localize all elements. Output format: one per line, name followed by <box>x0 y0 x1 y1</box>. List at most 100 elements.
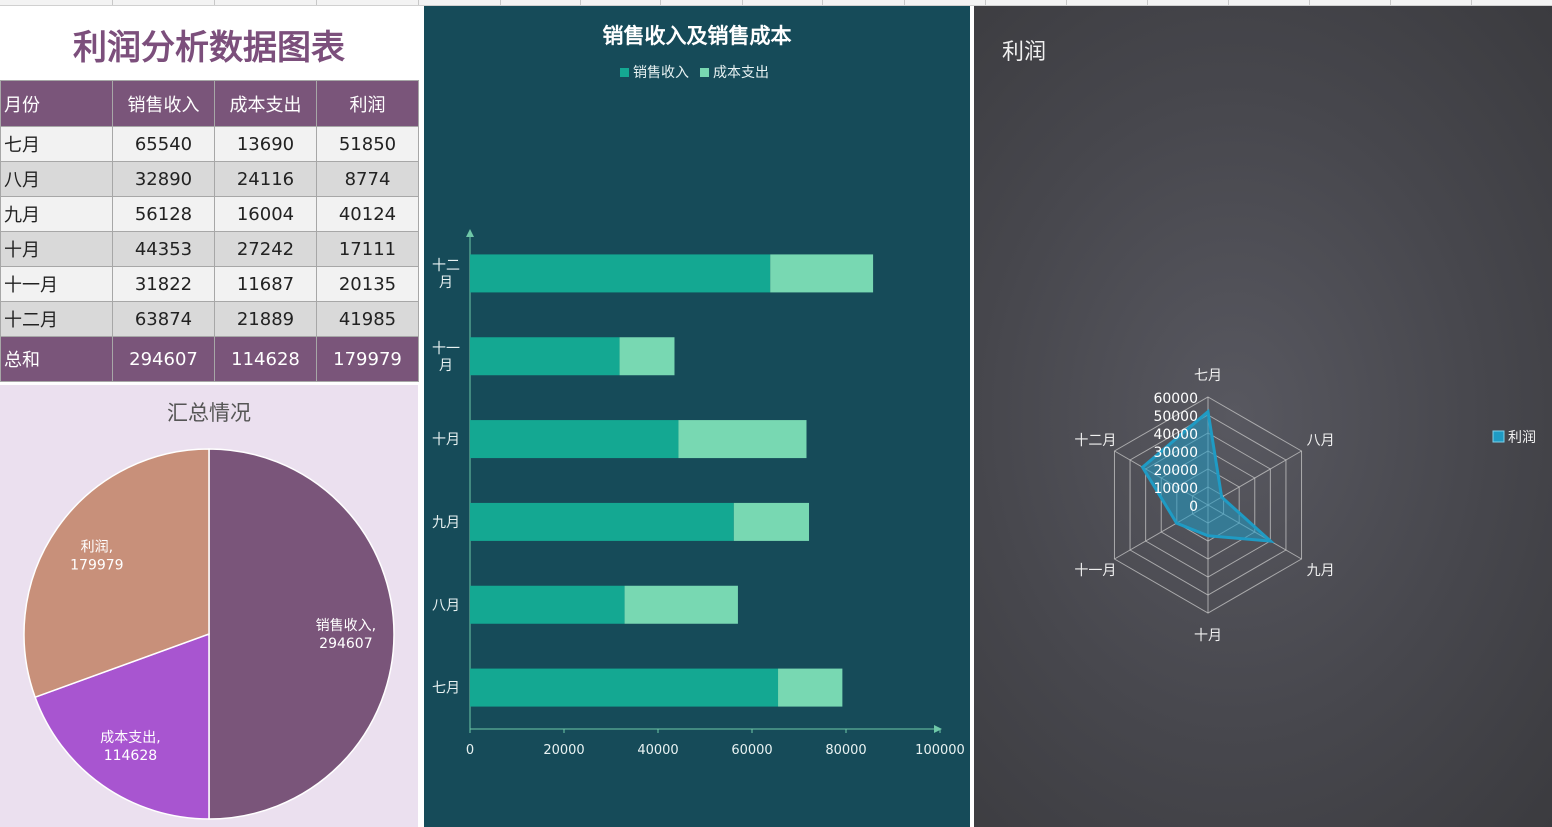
table-cell[interactable]: 8774 <box>316 161 419 197</box>
table-header-row: 月份 销售收入 成本支出 利润 <box>0 80 419 127</box>
radar-tick-label: 60000 <box>1153 391 1198 407</box>
header-cell-cost[interactable]: 成本支出 <box>214 80 317 127</box>
table-cell[interactable]: 27242 <box>214 231 317 267</box>
y-category-label: 十一 <box>432 341 460 357</box>
table-cell[interactable]: 七月 <box>0 126 113 162</box>
bar-cost-十月 <box>678 420 807 459</box>
y-category-label: 月 <box>439 275 453 291</box>
table-cell[interactable]: 11687 <box>214 266 317 302</box>
table-cell[interactable]: 13690 <box>214 126 317 162</box>
table-cell[interactable]: 31822 <box>112 266 215 302</box>
table-cell[interactable]: 十二月 <box>0 301 113 337</box>
table-total-row: 总和 294607 114628 179979 <box>0 336 419 382</box>
radar-category-label: 七月 <box>1194 368 1222 384</box>
y-category-label: 九月 <box>432 515 460 531</box>
radar-spoke <box>1207 450 1302 506</box>
bar-revenue-十二月 <box>470 254 771 293</box>
bar-revenue-八月 <box>470 585 625 624</box>
revenue-cost-bar-chart[interactable]: 销售收入及销售成本 销售收入 成本支出 0 20000 40000 60000 80000 1… <box>424 6 970 827</box>
bar-chart-title: 销售收入及销售成本 <box>602 24 792 48</box>
radar-tick-label: 10000 <box>1153 481 1198 497</box>
x-tick-label: 100000 <box>915 743 965 758</box>
table-row: 十二月 63874 21889 41985 <box>0 301 419 337</box>
table-row: 九月 56128 16004 40124 <box>0 196 419 232</box>
radar-category-label: 十二月 <box>1074 433 1116 449</box>
pie-slice-利润 <box>23 448 210 699</box>
table-cell[interactable]: 20135 <box>316 266 419 302</box>
legend-label-revenue: 销售收入 <box>633 65 689 81</box>
bar-cost-九月 <box>733 502 810 541</box>
total-cell[interactable]: 179979 <box>316 336 419 382</box>
x-tick-label: 40000 <box>637 743 678 758</box>
bar-revenue-十月 <box>470 420 679 459</box>
pie-chart-title: 汇总情况 <box>167 401 251 425</box>
pie-data-label-value: 179979 <box>70 557 123 573</box>
y-category-label: 月 <box>439 358 453 374</box>
x-axis-arrow-icon <box>934 725 942 733</box>
bar-cost-十二月 <box>770 254 874 293</box>
legend-swatch-cost <box>700 68 709 77</box>
legend-swatch-revenue <box>620 68 629 77</box>
table-row: 八月 32890 24116 8774 <box>0 161 419 197</box>
table-row: 十月 44353 27242 17111 <box>0 231 419 267</box>
table-cell[interactable]: 40124 <box>316 196 419 232</box>
table-cell[interactable]: 41985 <box>316 301 419 337</box>
y-category-label: 十月 <box>432 432 460 448</box>
table-cell[interactable]: 21889 <box>214 301 317 337</box>
table-cell[interactable]: 65540 <box>112 126 215 162</box>
total-cell[interactable]: 114628 <box>214 336 317 382</box>
profit-radar-chart[interactable]: 利润 七月 八月 九月 十月 十一月 十二月 0 10000 20000 30000 40000 50… <box>974 6 1552 827</box>
table-cell[interactable]: 44353 <box>112 231 215 267</box>
table-cell[interactable]: 十一月 <box>0 266 113 302</box>
pie-chart-canvas: 销售收入, 294607 成本支出, 114628 利润, 179979 <box>23 448 395 820</box>
table-cell[interactable]: 十月 <box>0 231 113 267</box>
bar-revenue-七月 <box>470 668 779 707</box>
pie-data-label-value: 294607 <box>319 636 372 652</box>
radar-category-label: 十一月 <box>1074 563 1116 579</box>
table-cell[interactable]: 51850 <box>316 126 419 162</box>
bar-cost-十一月 <box>619 337 675 376</box>
radar-tick-label: 40000 <box>1153 427 1198 443</box>
x-tick-label: 0 <box>466 743 474 758</box>
header-cell-revenue[interactable]: 销售收入 <box>112 80 215 127</box>
total-cell[interactable]: 294607 <box>112 336 215 382</box>
pie-slice-成本支出 <box>34 632 210 820</box>
header-cell-month[interactable]: 月份 <box>0 80 113 127</box>
legend-label-cost: 成本支出 <box>713 65 769 81</box>
y-category-label: 八月 <box>432 598 460 614</box>
y-axis-arrow-icon <box>466 229 474 237</box>
bar-cost-七月 <box>778 668 843 707</box>
page-title: 利润分析数据图表 <box>73 28 345 68</box>
radar-series-profit <box>1140 408 1275 543</box>
total-cell[interactable]: 总和 <box>0 336 113 382</box>
radar-category-label: 十月 <box>1194 628 1222 644</box>
table-cell[interactable]: 32890 <box>112 161 215 197</box>
legend-label-profit: 利润 <box>1508 430 1536 446</box>
legend-swatch-profit <box>1492 430 1505 443</box>
table-cell[interactable]: 八月 <box>0 161 113 197</box>
radar-tick-label: 0 <box>1189 499 1198 515</box>
x-tick-label: 60000 <box>731 743 772 758</box>
table-cell[interactable]: 63874 <box>112 301 215 337</box>
y-category-label: 七月 <box>432 681 460 697</box>
radar-tick-label: 20000 <box>1153 463 1198 479</box>
bar-revenue-九月 <box>470 502 734 541</box>
radar-tick-label: 30000 <box>1153 445 1198 461</box>
pie-slice-销售收入 <box>208 448 395 820</box>
x-tick-label: 20000 <box>543 743 584 758</box>
table-cell[interactable]: 56128 <box>112 196 215 232</box>
spreadsheet-column-strip <box>0 0 1552 6</box>
bar-revenue-十一月 <box>470 337 620 376</box>
table-cell[interactable]: 九月 <box>0 196 113 232</box>
table-cell[interactable]: 17111 <box>316 231 419 267</box>
table-cell[interactable]: 16004 <box>214 196 317 232</box>
summary-pie-chart[interactable]: 汇总情况 销售收入, 294607 成本支出, 114628 利润, 179979 <box>0 385 418 827</box>
bar-cost-八月 <box>624 585 738 624</box>
profit-data-table: 月份 销售收入 成本支出 利润 七月 65540 13690 51850 八月 … <box>0 80 419 382</box>
header-cell-profit[interactable]: 利润 <box>316 80 419 127</box>
pie-data-label-value: 114628 <box>104 748 157 764</box>
radar-tick-label: 50000 <box>1153 409 1198 425</box>
radar-chart-title: 利润 <box>1002 40 1047 65</box>
table-cell[interactable]: 24116 <box>214 161 317 197</box>
